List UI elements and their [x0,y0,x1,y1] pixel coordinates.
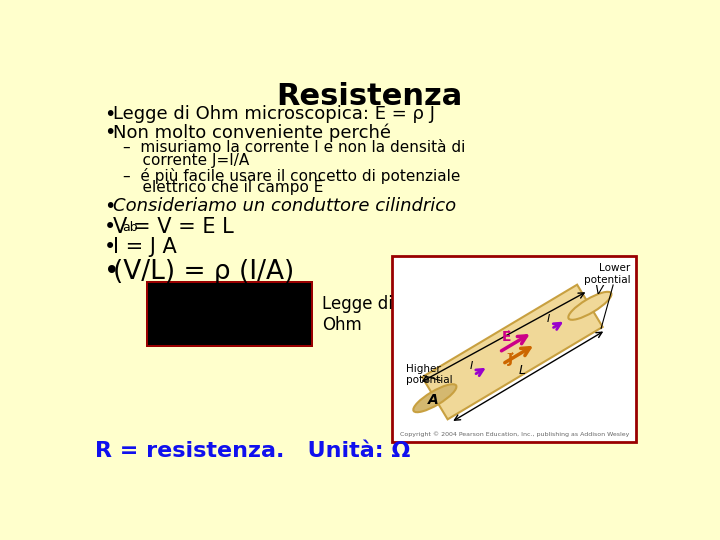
Text: •: • [104,105,115,124]
Text: I: I [469,361,472,370]
Text: ab: ab [122,221,138,234]
Text: Lower
potential: Lower potential [583,264,630,285]
Text: •: • [104,217,116,237]
Ellipse shape [413,384,456,412]
Text: •: • [104,123,115,143]
Text: Resistenza: Resistenza [276,82,462,111]
Text: E⃗: E⃗ [502,330,511,344]
Text: corrente J=I/A: corrente J=I/A [122,153,249,167]
Text: •: • [104,259,120,285]
Text: = V = E L: = V = E L [133,217,234,237]
Text: I = J A: I = J A [113,237,177,257]
Text: •: • [104,237,116,257]
Text: Higher
potential: Higher potential [406,363,453,385]
Polygon shape [422,285,603,420]
Text: Legge di Ohm microscopica: E = ρ J: Legge di Ohm microscopica: E = ρ J [113,105,436,123]
Text: –  é più facile usare il concetto di potenziale: – é più facile usare il concetto di pote… [122,168,460,184]
Text: V: V [113,217,127,237]
Bar [145,281,313,347]
Text: Legge di
Ohm: Legge di Ohm [322,295,392,334]
Bar [392,256,636,442]
Text: A: A [428,393,438,407]
Text: Non molto conveniente perché: Non molto conveniente perché [113,123,391,142]
Text: I: I [547,314,550,325]
Text: Consideriamo un conduttore cilindrico: Consideriamo un conduttore cilindrico [113,197,456,215]
Text: V: V [594,285,603,298]
Text: J⃗: J⃗ [508,352,513,366]
Text: –  misuriamo la corrente I e non la densità di: – misuriamo la corrente I e non la densi… [122,140,465,156]
Text: Copyright © 2004 Pearson Education, Inc., publishing as Addison Wesley: Copyright © 2004 Pearson Education, Inc.… [400,432,629,437]
Text: elettrico che il campo E: elettrico che il campo E [122,180,323,195]
Bar [148,284,311,345]
Text: R = resistenza.   Unità: Ω: R = resistenza. Unità: Ω [95,441,410,461]
Text: L: L [518,363,526,376]
Ellipse shape [568,292,611,320]
Text: •: • [104,197,115,216]
Text: (V/L) = ρ (I/A): (V/L) = ρ (I/A) [113,259,294,285]
